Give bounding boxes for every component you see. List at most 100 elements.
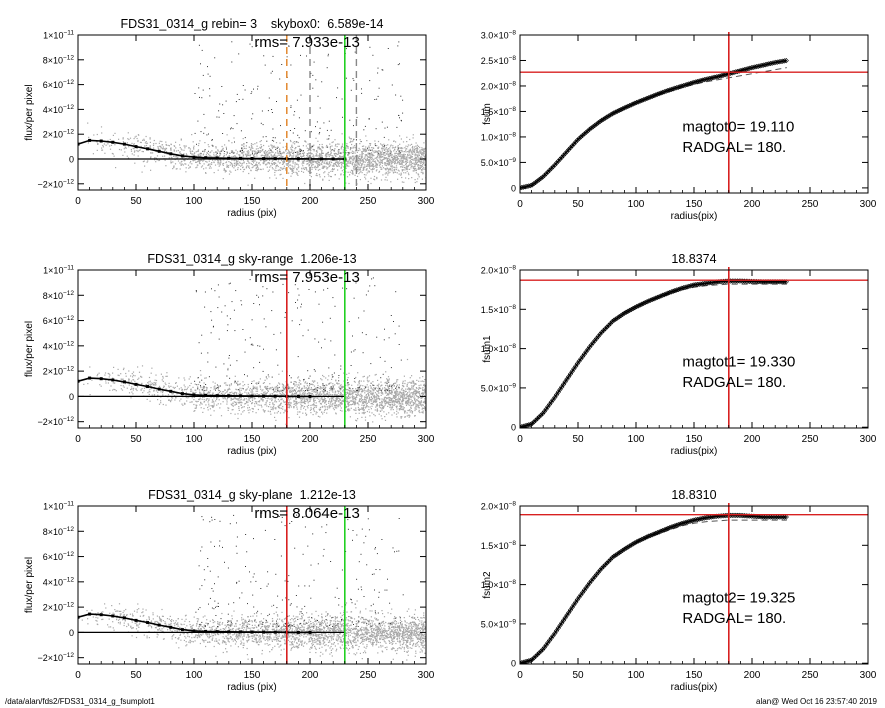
profile-point bbox=[331, 157, 335, 161]
fsum-marker bbox=[637, 98, 643, 104]
fsum-marker bbox=[616, 550, 622, 556]
fsum-marker bbox=[592, 122, 598, 129]
fsum-marker bbox=[632, 304, 638, 311]
fsum-marker bbox=[766, 514, 772, 520]
x-tick-label: 250 bbox=[360, 196, 377, 207]
fsum-marker bbox=[748, 513, 755, 519]
y-tick-label: 1.5×10−8 bbox=[481, 540, 517, 551]
profile-point bbox=[238, 394, 242, 398]
y-tick-label: 8×10−12 bbox=[43, 54, 75, 65]
fsum-marker bbox=[597, 118, 603, 125]
fsum-marker bbox=[539, 410, 546, 417]
profile-point bbox=[296, 157, 300, 161]
scatter-outliers bbox=[194, 277, 402, 392]
profile-point bbox=[308, 394, 312, 398]
y-axis-label: fsum1 bbox=[482, 335, 493, 363]
y-tick-label: 0 bbox=[511, 183, 516, 193]
fsum-marker bbox=[533, 653, 539, 659]
x-tick-label: 50 bbox=[572, 434, 584, 445]
fsum-marker bbox=[593, 335, 600, 342]
profile-point bbox=[250, 394, 254, 398]
fsum-marker bbox=[752, 513, 758, 520]
profile-point bbox=[204, 156, 208, 160]
fsum-marker bbox=[764, 279, 770, 285]
y-tick-label: 3.0×10−8 bbox=[481, 30, 517, 41]
fsum-marker bbox=[660, 527, 666, 534]
fsum-marker bbox=[557, 156, 563, 162]
fsum-marker bbox=[640, 97, 647, 103]
y-tick-label: 8×10−12 bbox=[43, 526, 75, 537]
fsum-marker bbox=[626, 543, 633, 549]
x-tick-label: 0 bbox=[517, 434, 523, 445]
y-tick-label: 1×10−11 bbox=[43, 265, 74, 276]
fsum-marker bbox=[653, 92, 659, 98]
fsum-marker bbox=[576, 135, 582, 142]
fsum-marker bbox=[555, 158, 561, 164]
fsum-marker bbox=[533, 417, 539, 423]
fsum-marker bbox=[611, 317, 617, 323]
plot-frame bbox=[519, 34, 869, 194]
x-tick-label: 250 bbox=[360, 434, 377, 445]
y-tick-label: 1.5×10−8 bbox=[481, 304, 517, 315]
fsum-marker bbox=[762, 514, 768, 520]
footer-file-path: /data/alan/fds2/FDS31_0314_g_fsumplot1 bbox=[5, 697, 155, 706]
x-tick-label: 100 bbox=[628, 434, 645, 445]
fsum-marker bbox=[764, 514, 770, 520]
fsum-marker bbox=[755, 514, 762, 520]
x-tick-label: 100 bbox=[628, 199, 645, 210]
fsum-marker bbox=[559, 154, 565, 160]
profile-point bbox=[146, 147, 150, 151]
profile-point bbox=[262, 394, 266, 398]
fsum-marker bbox=[649, 93, 655, 99]
fsum-marker bbox=[623, 545, 629, 551]
fsum-marker bbox=[644, 95, 650, 102]
fsum-marker bbox=[536, 650, 542, 656]
profile-point bbox=[122, 142, 126, 146]
y-tick-label: 1.5×10−8 bbox=[481, 106, 517, 117]
mean-profile-line bbox=[78, 139, 345, 160]
fsum-marker bbox=[613, 552, 619, 558]
x-tick-label: 300 bbox=[418, 196, 435, 207]
fsum-marker bbox=[590, 124, 596, 130]
fsum-marker bbox=[609, 319, 615, 325]
x-tick-label: 300 bbox=[418, 434, 435, 445]
fsum-marker bbox=[531, 419, 537, 425]
fsum-marker bbox=[757, 279, 763, 285]
profile-point bbox=[99, 377, 103, 381]
profile-point bbox=[134, 618, 138, 622]
magtot-annotation: magtot1= 19.330 bbox=[682, 353, 795, 370]
fsum-marker bbox=[538, 412, 544, 418]
fsum-marker bbox=[571, 141, 577, 147]
x-tick-label: 200 bbox=[302, 670, 319, 681]
profile-point bbox=[238, 630, 242, 634]
fsum-marker bbox=[573, 139, 579, 145]
fsum-marker bbox=[543, 171, 549, 177]
profile-point bbox=[227, 156, 231, 160]
fsum-marker bbox=[626, 307, 633, 314]
fsum-marker bbox=[607, 320, 614, 327]
fsum-marker bbox=[527, 182, 534, 189]
profile-point bbox=[88, 612, 92, 616]
plot-panel-4: magtot1= 19.330 RADGAL= 180. 0 50 100 150 200 2… bbox=[481, 252, 877, 457]
fsum-marker bbox=[533, 179, 539, 185]
fsum-marker bbox=[658, 528, 664, 534]
y-tick-label: 0 bbox=[69, 392, 74, 402]
x-tick-label: 100 bbox=[628, 670, 645, 681]
fsum-marker bbox=[548, 165, 554, 172]
fsum-marker bbox=[639, 97, 645, 104]
plot-panel-6: magtot2= 19.325 RADGAL= 180. 0 50 100 150 200 2… bbox=[481, 488, 877, 693]
fsum-marker bbox=[750, 513, 756, 519]
fsum-marker bbox=[604, 324, 610, 330]
fsum-marker bbox=[534, 651, 541, 658]
x-tick-label: 150 bbox=[244, 670, 261, 681]
fsum-marker bbox=[642, 96, 648, 102]
fsum-marker bbox=[586, 580, 593, 586]
fsum-marker bbox=[613, 109, 619, 115]
magtot-annotation: magtot2= 19.325 bbox=[682, 589, 795, 606]
x-tick-label: 200 bbox=[302, 434, 319, 445]
fsum-marker bbox=[527, 421, 534, 428]
plot-title: FDS31_0314_g rebin= 3 skybox0: 6.589e-14 bbox=[120, 17, 383, 31]
fsum-marker bbox=[618, 106, 624, 113]
fsum-marker bbox=[633, 99, 640, 106]
profile-point bbox=[146, 385, 150, 389]
